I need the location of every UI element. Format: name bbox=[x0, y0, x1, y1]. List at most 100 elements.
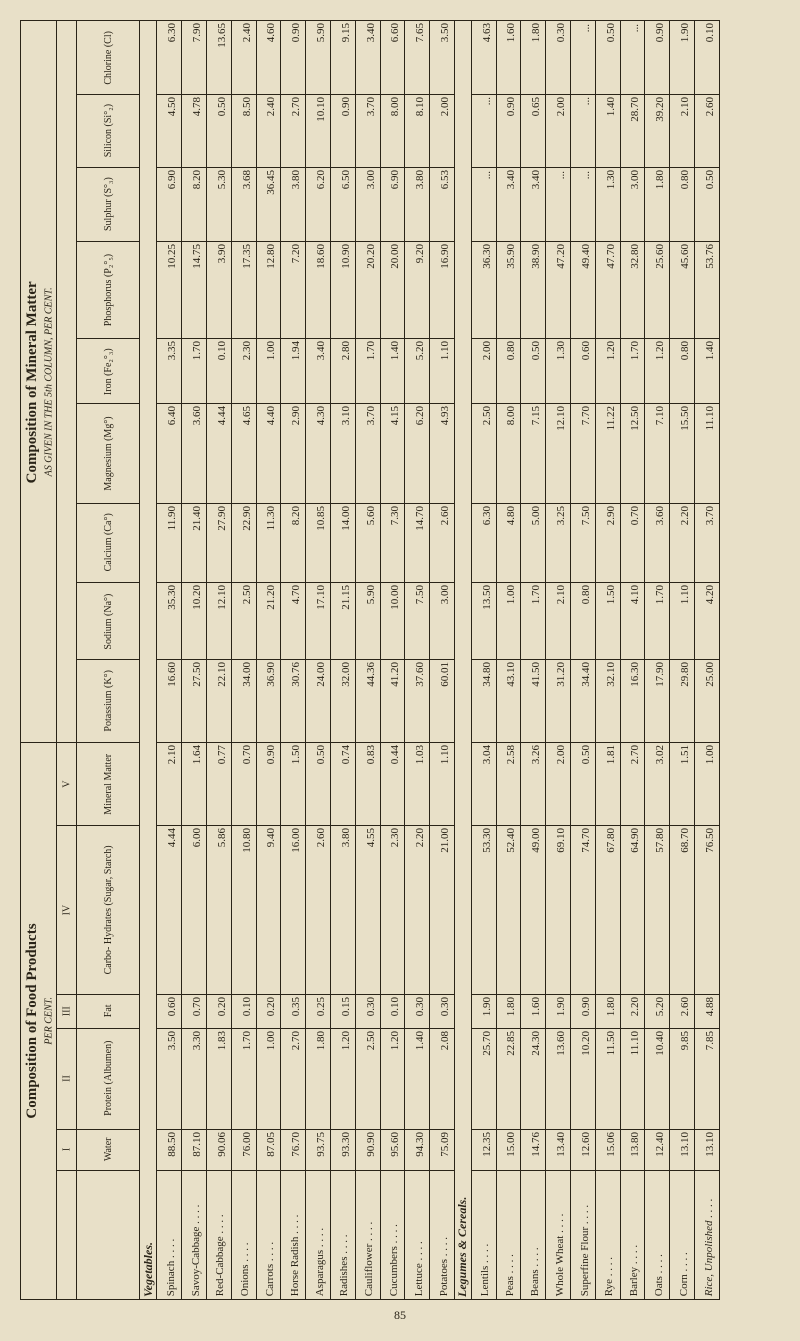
data-cell: 7.85 bbox=[695, 1028, 720, 1129]
data-cell: 3.26 bbox=[521, 743, 546, 826]
data-cell: 36.45 bbox=[256, 167, 281, 241]
data-cell: 1.70 bbox=[182, 339, 207, 404]
data-cell: 3.60 bbox=[645, 503, 670, 582]
data-cell: 10.90 bbox=[330, 241, 355, 338]
data-cell: 3.04 bbox=[471, 743, 496, 826]
data-cell: 0.60 bbox=[157, 994, 182, 1028]
data-cell: 22.90 bbox=[231, 503, 256, 582]
data-cell: 1.30 bbox=[546, 339, 571, 404]
data-cell: ... bbox=[546, 167, 571, 241]
data-cell: 2.90 bbox=[595, 503, 620, 582]
section-header-mineral: Composition of Mineral MatterAS GIVEN IN… bbox=[21, 21, 57, 743]
column-label: Water bbox=[77, 1129, 140, 1170]
data-cell: 0.90 bbox=[496, 94, 521, 167]
data-cell: 4.78 bbox=[182, 94, 207, 167]
data-cell: 3.68 bbox=[231, 167, 256, 241]
item-name: Cucumbers . . . . bbox=[380, 1170, 405, 1299]
data-cell: 1.51 bbox=[670, 743, 695, 826]
data-cell: 4.65 bbox=[231, 404, 256, 504]
data-cell: 9.15 bbox=[330, 21, 355, 95]
data-cell: 3.02 bbox=[645, 743, 670, 826]
data-cell: 3.70 bbox=[355, 94, 380, 167]
data-cell: 7.30 bbox=[380, 503, 405, 582]
data-cell: 0.70 bbox=[182, 994, 207, 1028]
data-cell: 4.50 bbox=[157, 94, 182, 167]
data-cell: 1.10 bbox=[430, 743, 455, 826]
data-cell: 32.80 bbox=[620, 241, 645, 338]
data-cell: 7.20 bbox=[281, 241, 306, 338]
column-label: Phosphorus (P₂°₅) bbox=[77, 241, 140, 338]
data-cell: 2.80 bbox=[330, 339, 355, 404]
data-cell: 3.00 bbox=[620, 167, 645, 241]
data-cell: 24.30 bbox=[521, 1028, 546, 1129]
item-name: Superfine Flour . . . . bbox=[571, 1170, 596, 1299]
data-cell: 0.10 bbox=[380, 994, 405, 1028]
data-cell: 1.40 bbox=[405, 1028, 430, 1129]
data-cell: 6.30 bbox=[471, 503, 496, 582]
data-cell: 15.00 bbox=[496, 1129, 521, 1170]
column-label: Silicon (Si°₂) bbox=[77, 94, 140, 167]
data-cell: 14.76 bbox=[521, 1129, 546, 1170]
data-cell: 3.10 bbox=[330, 404, 355, 504]
data-cell: 8.50 bbox=[231, 94, 256, 167]
data-cell: 1.90 bbox=[546, 994, 571, 1028]
data-cell: 3.30 bbox=[182, 1028, 207, 1129]
data-cell: 0.30 bbox=[405, 994, 430, 1028]
data-cell: 7.15 bbox=[521, 404, 546, 504]
data-cell: 2.10 bbox=[546, 583, 571, 660]
data-cell: 2.40 bbox=[256, 94, 281, 167]
data-cell: 14.75 bbox=[182, 241, 207, 338]
data-cell: 2.20 bbox=[670, 503, 695, 582]
data-cell: 32.10 bbox=[595, 659, 620, 743]
data-cell: 1.80 bbox=[306, 1028, 331, 1129]
item-name: Onions . . . . bbox=[231, 1170, 256, 1299]
data-cell: 4.44 bbox=[206, 404, 231, 504]
data-cell: 7.90 bbox=[182, 21, 207, 95]
data-cell: 1.00 bbox=[496, 583, 521, 660]
data-cell: 17.10 bbox=[306, 583, 331, 660]
data-cell: 25.00 bbox=[695, 659, 720, 743]
data-cell: 20.20 bbox=[355, 241, 380, 338]
data-cell: ... bbox=[471, 94, 496, 167]
data-cell: 0.77 bbox=[206, 743, 231, 826]
group-label: Vegetables. bbox=[140, 21, 157, 1300]
roman-numeral: IV bbox=[57, 826, 77, 994]
item-name: Carrots . . . . bbox=[256, 1170, 281, 1299]
data-cell: ... bbox=[571, 94, 596, 167]
data-cell: 9.40 bbox=[256, 826, 281, 994]
data-cell: 2.30 bbox=[231, 339, 256, 404]
data-cell: 1.60 bbox=[521, 994, 546, 1028]
data-cell: 2.50 bbox=[355, 1028, 380, 1129]
data-cell: 12.10 bbox=[206, 583, 231, 660]
data-cell: 12.40 bbox=[645, 1129, 670, 1170]
data-cell: 1.00 bbox=[256, 1028, 281, 1129]
data-cell: 1.80 bbox=[645, 167, 670, 241]
data-cell: 1.00 bbox=[256, 339, 281, 404]
data-cell: 1.80 bbox=[595, 994, 620, 1028]
data-cell: 8.00 bbox=[496, 404, 521, 504]
item-name: Lettuce . . . . bbox=[405, 1170, 430, 1299]
data-cell: 4.80 bbox=[496, 503, 521, 582]
data-cell: 18.60 bbox=[306, 241, 331, 338]
data-cell: 1.10 bbox=[430, 339, 455, 404]
data-cell: 76.00 bbox=[231, 1129, 256, 1170]
data-cell: 30.76 bbox=[281, 659, 306, 743]
roman-spacer2 bbox=[57, 1170, 77, 1299]
data-cell: 2.30 bbox=[380, 826, 405, 994]
item-name: Whole Wheat . . . . bbox=[546, 1170, 571, 1299]
item-name: Potatoes . . . . bbox=[430, 1170, 455, 1299]
data-cell: 2.00 bbox=[430, 94, 455, 167]
data-cell: 94.30 bbox=[405, 1129, 430, 1170]
column-label: Carbo- Hydrates (Sugar, Starch) bbox=[77, 826, 140, 994]
data-cell: 24.00 bbox=[306, 659, 331, 743]
data-cell: 7.50 bbox=[571, 503, 596, 582]
data-cell: 10.20 bbox=[571, 1028, 596, 1129]
data-cell: 3.25 bbox=[546, 503, 571, 582]
data-cell: 16.60 bbox=[157, 659, 182, 743]
data-cell: 0.90 bbox=[256, 743, 281, 826]
data-cell: 8.20 bbox=[182, 167, 207, 241]
data-cell: 1.20 bbox=[595, 339, 620, 404]
data-cell: 35.30 bbox=[157, 583, 182, 660]
data-cell: 34.40 bbox=[571, 659, 596, 743]
data-cell: 13.10 bbox=[670, 1129, 695, 1170]
